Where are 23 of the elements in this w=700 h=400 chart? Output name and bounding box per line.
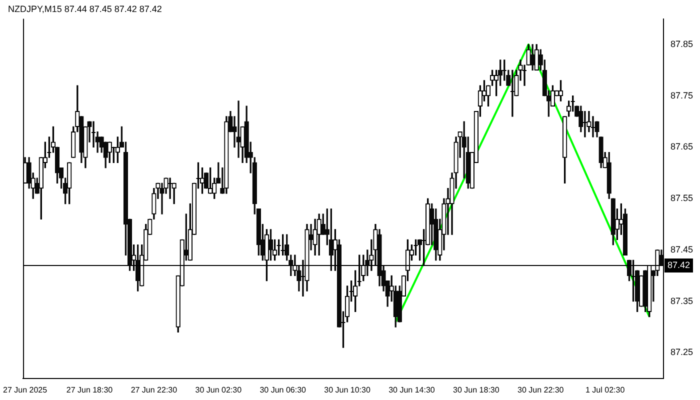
ref-line-label: 87.42 [667,260,690,270]
y-tick-label: 87.45 [670,244,694,254]
x-tick-label: 30 Jun 06:30 [260,385,307,394]
x-tick-label: 30 Jun 02:30 [195,385,242,394]
y-tick-label: 87.85 [670,38,694,49]
x-tick-label: 30 Jun 22:30 [517,385,564,394]
x-tick-label: 27 Jun 2025 [3,385,48,394]
chart-title: NZDJPY,M15 87.44 87.45 87.42 87.42 [8,4,162,14]
y-tick-label: 87.65 [670,142,694,152]
candlestick [236,100,241,158]
x-tick-label: 30 Jun 14:30 [388,385,436,394]
x-tick-label: 1 Jul 02:30 [586,385,626,394]
x-tick-label: 30 Jun 10:30 [324,385,371,394]
y-tick-label: 87.75 [670,90,694,100]
x-tick-label: 27 Jun 22:30 [130,385,178,394]
candlestick [168,178,173,199]
candlestick [510,70,515,117]
y-tick-label: 87.35 [670,296,694,306]
x-tick-label: 27 Jun 18:30 [66,385,114,394]
x-tick-label: 30 Jun 18:30 [453,385,500,394]
y-tick-label: 87.55 [670,193,694,204]
y-tick-label: 87.25 [670,347,694,358]
candlestick [582,110,588,138]
